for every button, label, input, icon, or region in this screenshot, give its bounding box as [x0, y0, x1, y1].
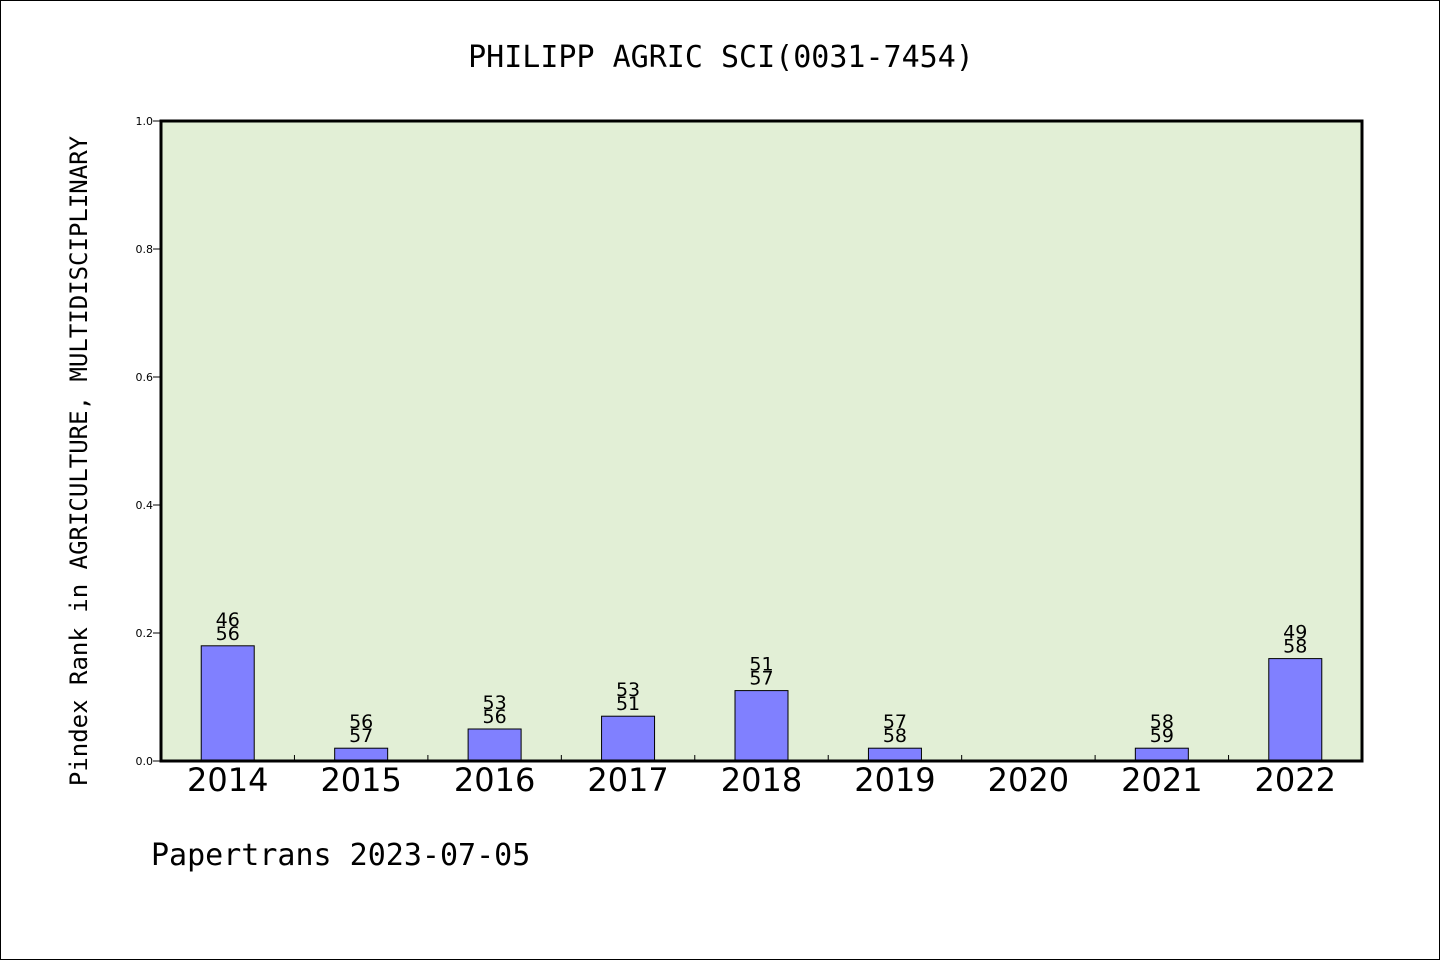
- bar-2014: [200, 645, 255, 762]
- bar-2015: [334, 747, 389, 762]
- plot-border: [159, 119, 1364, 763]
- chart-title: PHILIPP AGRIC SCI(0031-7454): [468, 40, 974, 75]
- bar-label-top: 46: [216, 609, 240, 631]
- bar-2022: [1268, 658, 1323, 762]
- y-tick-label: 0.6: [136, 371, 154, 384]
- bar-label-bottom: 51: [616, 693, 640, 715]
- bar-2016: [467, 728, 522, 762]
- bar-label-top: 56: [349, 711, 373, 733]
- bars-group: [200, 645, 1323, 762]
- bar-label-bottom: 58: [883, 725, 907, 747]
- footer-text: Papertrans 2023-07-05: [151, 838, 530, 873]
- y-axis-label: Pindex Rank in AGRICULTURE, MULTIDISCIPL…: [65, 135, 93, 786]
- bar-label-top: 58: [1150, 711, 1174, 733]
- bar-label-bottom: 56: [216, 623, 240, 645]
- y-tick-label: 0.4: [136, 499, 154, 512]
- x-tick-label: 2022: [1255, 761, 1336, 799]
- x-tick-label: 2015: [320, 761, 401, 799]
- bar-label-bottom: 59: [1150, 725, 1174, 747]
- bar-label-bottom: 57: [749, 668, 773, 690]
- bar-2018: [734, 690, 789, 762]
- plot-area: [161, 121, 1362, 761]
- x-tick-label: 2018: [721, 761, 802, 799]
- y-tick-label: 1.0: [136, 115, 154, 128]
- y-tick-label: 0.8: [136, 243, 154, 256]
- bar-label-top: 49: [1283, 622, 1307, 644]
- bar-label-top: 53: [616, 679, 640, 701]
- bar-2017: [601, 715, 656, 762]
- bar-label-bottom: 58: [1283, 636, 1307, 658]
- x-tick-label: 2019: [854, 761, 935, 799]
- bar-2019: [867, 747, 922, 762]
- bar-label-bottom: 56: [483, 706, 507, 728]
- bar-label-top: 53: [483, 692, 507, 714]
- x-tick-label: 2021: [1121, 761, 1202, 799]
- y-tick-label: 0.2: [136, 627, 154, 640]
- x-tick-label: 2017: [587, 761, 668, 799]
- bar-label-top: 51: [749, 654, 773, 676]
- x-tick-label: 2020: [988, 761, 1069, 799]
- bar-2021: [1134, 747, 1189, 762]
- x-axis: 2014 2015 2016 2017 2018 2019 2020 2021 2022: [187, 755, 1336, 799]
- x-tick-label: 2016: [454, 761, 535, 799]
- bar-label-top: 57: [883, 711, 907, 733]
- y-tick-label: 0.0: [136, 755, 154, 768]
- y-axis: 0.0 0.2 0.4 0.6 0.8 1.0: [136, 115, 161, 768]
- x-tick-label: 2014: [187, 761, 268, 799]
- bar-label-bottom: 57: [349, 725, 373, 747]
